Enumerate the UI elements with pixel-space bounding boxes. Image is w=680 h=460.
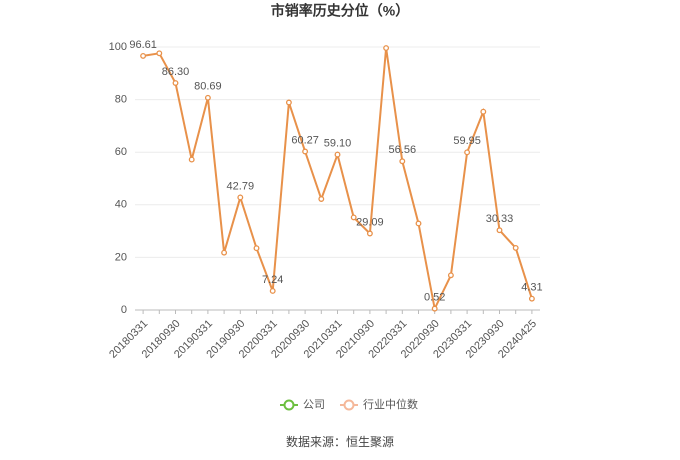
data-label: 60.27 xyxy=(291,134,319,146)
point xyxy=(415,220,422,227)
y-tick-label: 0 xyxy=(121,304,127,316)
data-label: 30.33 xyxy=(486,213,514,225)
data-label: 56.56 xyxy=(389,144,417,156)
point xyxy=(156,50,163,57)
data-label: 4.31 xyxy=(521,282,542,294)
point xyxy=(237,194,244,201)
legend-label: 公司 xyxy=(303,399,325,411)
point xyxy=(528,295,535,302)
point xyxy=(334,151,341,158)
source: 数据来源：恒生聚源 xyxy=(286,434,394,449)
point xyxy=(512,244,519,251)
data-label: 0.52 xyxy=(424,292,445,304)
point xyxy=(464,149,471,156)
point xyxy=(302,148,309,155)
data-label: 42.79 xyxy=(227,180,255,192)
point xyxy=(188,156,195,163)
legend-label: 行业中位数 xyxy=(363,397,418,411)
data-label: 96.61 xyxy=(129,39,157,51)
point xyxy=(253,245,260,252)
point xyxy=(399,158,406,165)
data-label: 86.30 xyxy=(162,66,190,78)
y-tick-label: 60 xyxy=(115,146,127,158)
point xyxy=(172,80,179,86)
y-tick-label: 40 xyxy=(115,199,127,211)
point xyxy=(221,249,228,256)
data-label: 7.24 xyxy=(262,274,283,286)
data-label: 59.95 xyxy=(453,135,481,147)
point xyxy=(431,305,438,312)
point xyxy=(318,196,325,202)
point xyxy=(140,52,147,59)
data-label: 59.10 xyxy=(324,137,352,149)
data-label: 80.69 xyxy=(194,81,222,93)
data-label: 29.09 xyxy=(356,216,384,228)
y-tick-label: 80 xyxy=(115,94,127,106)
y-tick-label: 20 xyxy=(115,251,127,263)
point xyxy=(204,94,211,101)
point xyxy=(350,214,357,221)
point xyxy=(480,108,487,115)
point xyxy=(285,99,292,106)
point xyxy=(383,45,390,52)
point xyxy=(447,272,454,279)
chart-title: 市销率历史分位（%） xyxy=(271,3,409,19)
point xyxy=(269,288,276,294)
y-tick-label: 100 xyxy=(109,41,127,53)
legend-marker xyxy=(283,399,295,411)
point xyxy=(496,227,503,234)
point xyxy=(366,230,373,237)
legend-marker xyxy=(343,399,355,411)
